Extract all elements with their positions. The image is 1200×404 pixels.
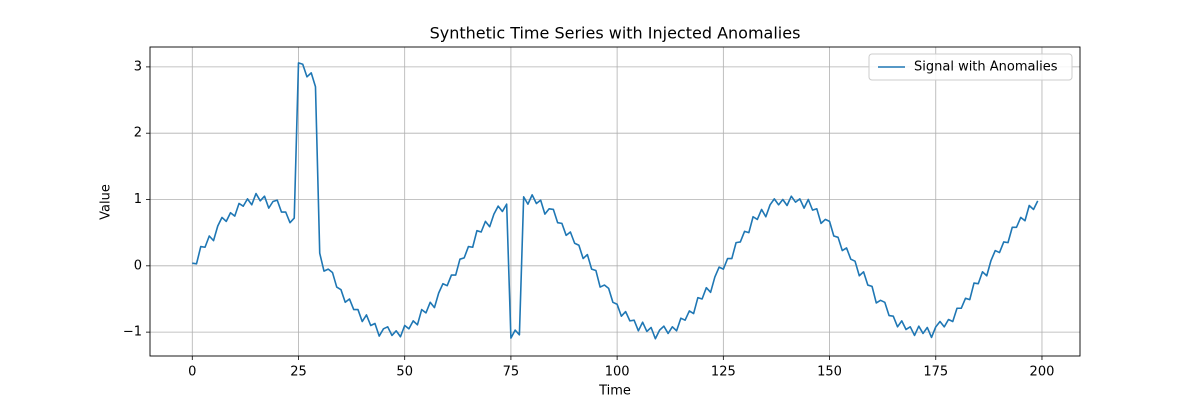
y-tick-label: 2 [134,126,142,141]
legend-box [868,53,1073,81]
x-tick-label: 25 [290,365,307,380]
x-axis-label: Time [598,384,631,399]
x-tick-label: 200 [1030,365,1055,380]
x-tick-label: 50 [396,365,413,380]
x-tick-label: 175 [923,365,948,380]
x-tick-label: 75 [503,365,520,380]
plot-frame [149,46,1081,357]
x-tick-label: 100 [605,365,630,380]
x-tick-label: 150 [817,365,842,380]
y-tick-label: 0 [134,258,142,273]
y-tick-label: −1 [123,325,142,340]
x-tick-label: 0 [188,365,196,380]
y-tick-label: 1 [134,192,142,207]
y-axis-label: Value [99,184,114,220]
x-tick-label: 125 [711,365,736,380]
data-line [192,62,1039,340]
chart-title: Synthetic Time Series with Injected Anom… [430,24,801,43]
y-tick-label: 3 [134,59,142,74]
legend-label: Signal with Anomalies [914,60,1058,75]
